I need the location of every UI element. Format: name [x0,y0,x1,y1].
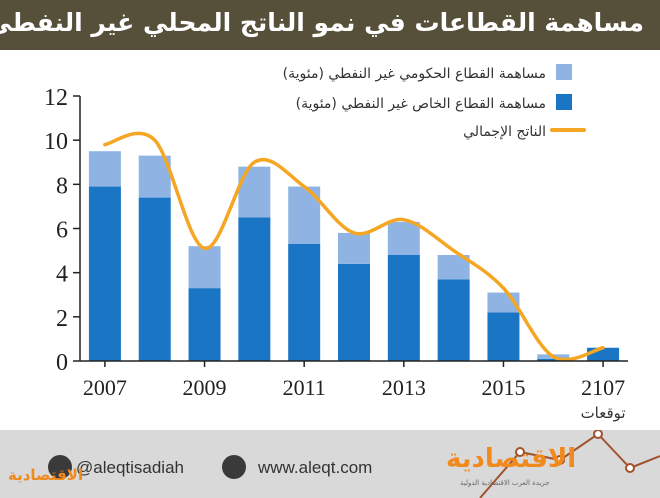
bar-private-2014 [437,279,470,361]
bar-government-2007 [88,151,121,187]
y-tick-label: 4 [56,262,68,288]
x-tick-label: 2013 [382,375,426,400]
brand-logo: الاقتصادية [446,444,577,474]
legend-swatch [556,94,572,110]
twitter-icon[interactable] [48,455,72,479]
bar-private-2011 [288,243,321,361]
forecast-label: توقعات [581,404,626,422]
bar-government-2013 [387,221,420,255]
bar-private-2008 [138,197,171,361]
x-axis: 2007 2009 2011 2013 2015 2107 توقعات [80,360,628,422]
y-axis: 0 2 4 6 8 10 12 [44,85,81,376]
line-group [103,131,605,362]
legend-label: مساهمة القطاع الخاص غير النفطي (مئوية) [296,96,546,112]
legend-label: مساهمة القطاع الحكومي غير النفطي (مئوية) [283,66,546,82]
chart-title: مساهمة القطاعات في نمو الناتج المحلي غير… [0,8,644,37]
x-tick-label: 2015 [481,375,525,400]
bar-private-2007 [88,186,121,361]
legend-swatch [556,64,572,80]
footer [0,430,660,498]
legend-label: الناتج الإجمالي [463,124,546,140]
bar-private-2015 [487,312,520,361]
bar-private-2010 [238,217,271,361]
y-tick-label: 8 [56,173,68,199]
bar-government-2009 [188,246,221,289]
brand-logo-small: الاقتصادية [8,466,84,484]
y-tick-label: 12 [44,85,68,111]
x-tick-label: 2009 [183,375,227,400]
y-tick-label: 2 [56,306,68,332]
bars-group [88,151,620,361]
brand-tagline: جريدة العرب الاقتصادية الدولية [460,479,550,487]
bar-private-2009 [188,288,221,361]
globe-icon[interactable] [222,455,246,479]
bar-private-2016 [537,358,570,361]
y-tick-label: 6 [56,218,68,244]
bar-government-2012 [338,232,370,264]
footer-decoration [479,430,660,498]
chart-area: 0 2 4 6 8 10 12 2007 2009 2011 2013 2015 2107 توقعات… [0,50,660,430]
website-link[interactable]: www.aleqt.com [258,458,373,477]
total-growth-line [103,131,605,362]
bar-private-2017 [587,347,620,361]
x-tick-label: 2011 [283,375,326,400]
x-tick-label: 2007 [83,375,127,400]
x-tick-label: 2107 [581,375,625,400]
bar-private-2012 [338,263,370,361]
legend: مساهمة القطاع الحكومي غير النفطي (مئوية)… [283,64,586,140]
twitter-handle[interactable]: @aleqtisadiah [76,458,184,477]
title-bar: مساهمة القطاعات في نمو الناتج المحلي غير… [0,0,660,50]
chart-svg: 0 2 4 6 8 10 12 2007 2009 2011 2013 2015 2107 توقعات… [44,64,628,422]
y-tick-label: 0 [56,350,68,376]
bar-private-2013 [387,255,420,361]
y-tick-label: 10 [44,129,68,155]
